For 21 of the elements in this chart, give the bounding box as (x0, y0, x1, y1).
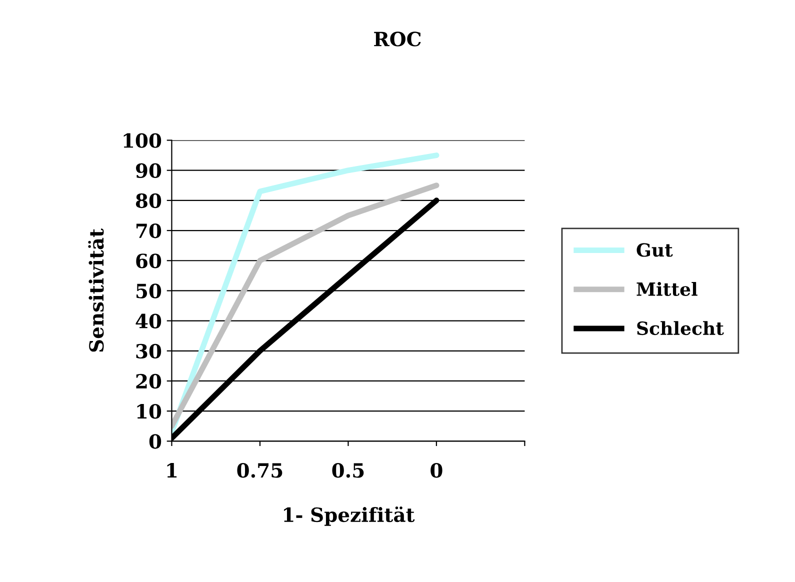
x-tick-label: 0.5 (332, 463, 364, 478)
y-tick-label: 40 (136, 314, 162, 328)
y-tick-label: 80 (136, 193, 162, 208)
chart-title: ROC (374, 32, 421, 46)
y-tick-label: 100 (124, 133, 162, 148)
y-tick-label: 50 (136, 284, 162, 298)
y-tick-label: 10 (137, 404, 162, 419)
x-tick-label: 0.75 (237, 463, 282, 478)
y-tick-label: 60 (136, 254, 162, 268)
legend-label: Mittel (636, 282, 698, 296)
y-tick-label: 70 (136, 223, 162, 238)
y-tick-label: 0 (149, 434, 162, 449)
legend-label: Schlecht (637, 321, 724, 336)
y-axis-title: Sensitivität (88, 228, 104, 352)
x-tick-label: 1 (167, 463, 177, 478)
x-axis-title: 1- Spezifität (284, 506, 415, 526)
legend-label: Gut (636, 243, 673, 257)
y-tick-label: 90 (136, 163, 162, 178)
y-tick-label: 20 (136, 374, 162, 389)
y-tick-label: 30 (136, 344, 162, 359)
x-tick-label: 0 (430, 463, 442, 478)
